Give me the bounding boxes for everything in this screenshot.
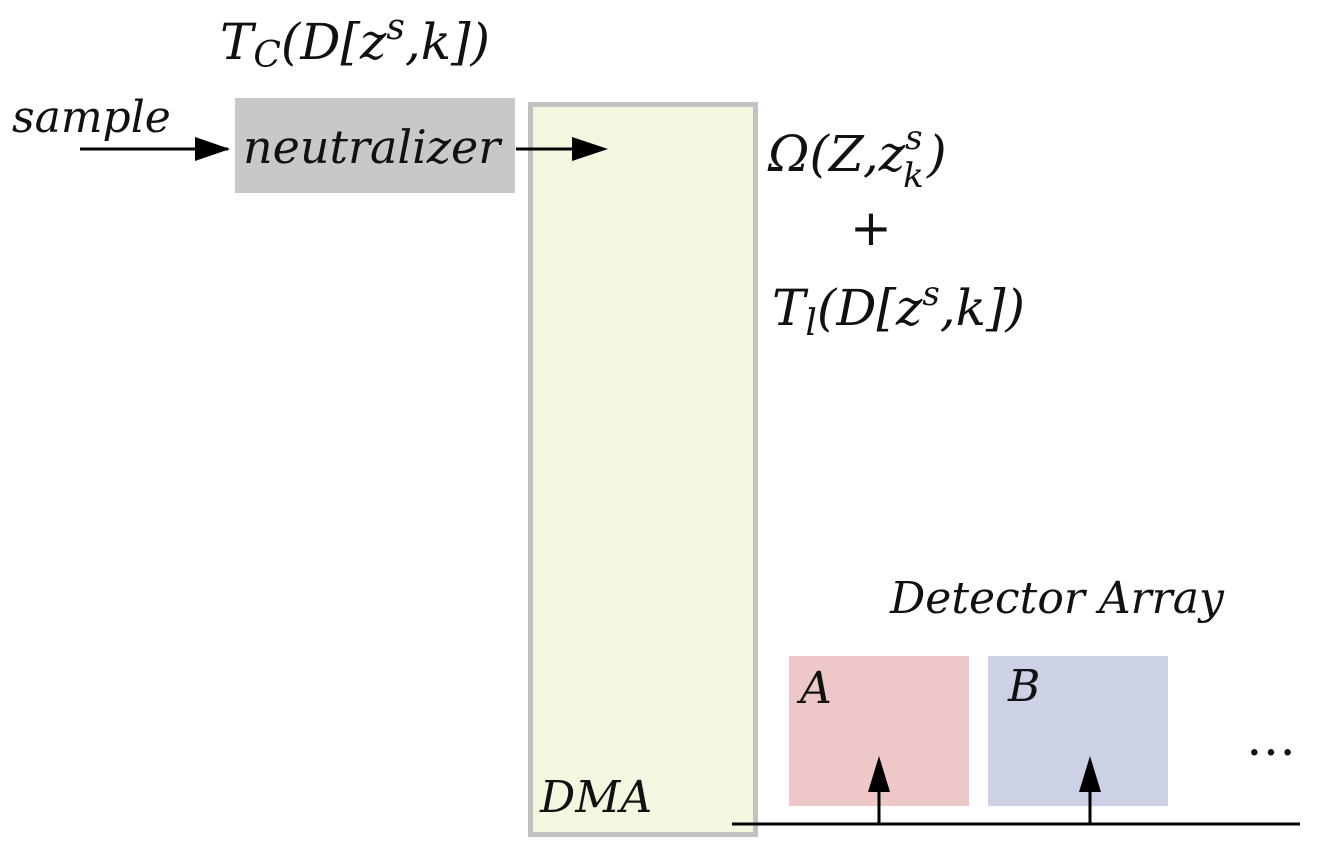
formula-tl-close: ,k]) <box>939 279 1025 337</box>
detector-a-label: A <box>800 663 832 714</box>
arrowhead-sample <box>195 137 230 161</box>
formula-plus: + <box>850 199 892 257</box>
formula-omega-sub: k <box>903 156 924 196</box>
formula-tl-open: (D[z <box>816 279 923 337</box>
formula-top-close: ,k]) <box>404 13 491 71</box>
detector-b-box <box>988 656 1168 806</box>
formula-top-T-sub: C <box>253 35 281 76</box>
formula-omega-close: ) <box>927 125 947 183</box>
arrowhead-detector-b <box>1079 756 1101 792</box>
formula-omega-text: Ω(Z,z <box>768 125 906 183</box>
formula-tl-T: T <box>772 279 806 337</box>
neutralizer-box <box>235 98 515 193</box>
arrowhead-dma <box>572 137 608 161</box>
formula-tl: Tl(D[zs,k]) <box>772 274 1025 344</box>
dma-label: DMA <box>540 772 653 823</box>
formula-omega: Ω(Z,z s k) <box>768 118 947 196</box>
arrowhead-detector-a <box>868 756 890 792</box>
formula-top-open: (D[z <box>280 13 387 71</box>
detector-array-label: Detector Array <box>890 573 1224 624</box>
ellipsis: … <box>1246 709 1296 767</box>
formula-omega-sup: s <box>905 118 923 158</box>
formula-tl-sup: s <box>922 274 940 314</box>
formula-top-sup: s <box>386 7 405 48</box>
formula-top: TC(D[zs,k]) <box>220 7 491 78</box>
formula-top-T: T <box>220 13 254 71</box>
sample-label: sample <box>12 92 171 143</box>
neutralizer-label: neutralizer <box>243 120 501 174</box>
dma-column <box>528 102 758 837</box>
detector-b-label: B <box>1008 661 1041 712</box>
formula-tl-T-sub: l <box>805 303 817 344</box>
